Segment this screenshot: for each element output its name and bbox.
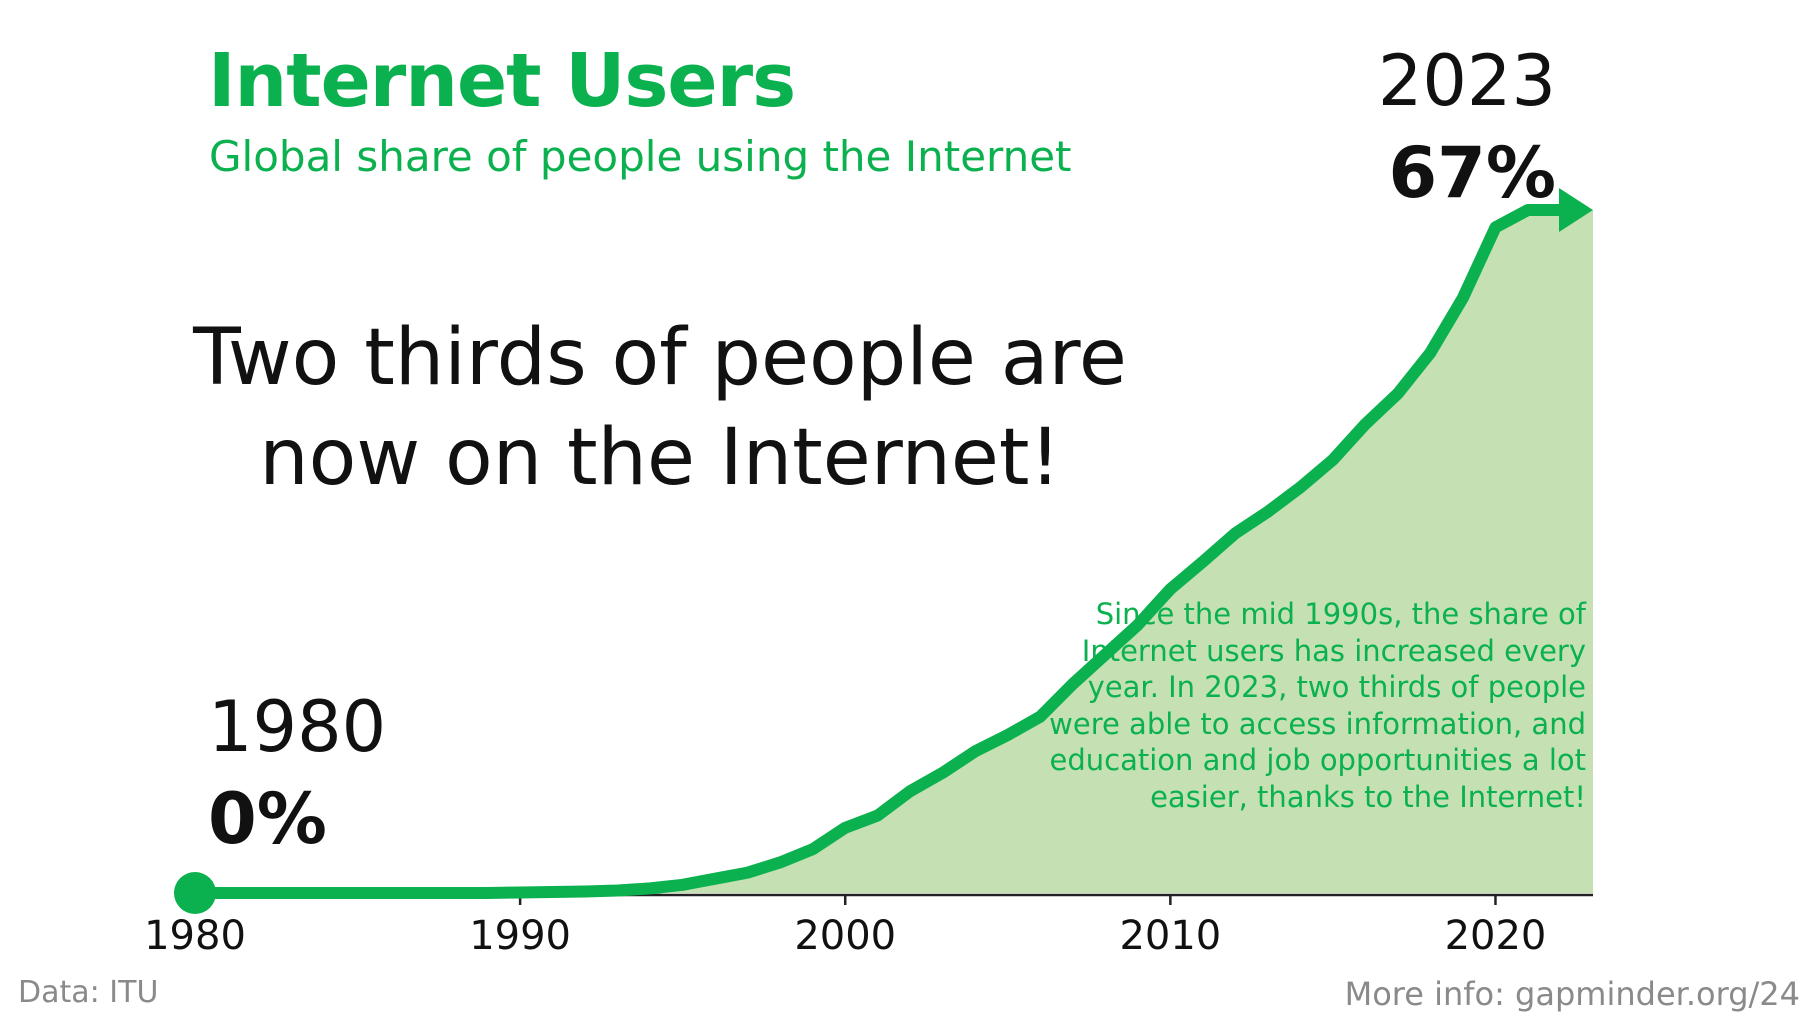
x-tick-label-1980: 1980 [144,913,246,959]
annotation-text: Since the mid 1990s, the share of Intern… [1049,597,1586,814]
end-year-label: 2023 [1377,40,1556,122]
chart-title: Internet Users [208,38,796,124]
more-info-link[interactable]: More info: gapminder.org/24 [1344,975,1800,1013]
x-tick-label-2020: 2020 [1445,913,1547,959]
start-value-label: 0% [208,778,327,860]
start-year-label: 1980 [208,686,387,768]
x-tick-label-2010: 2010 [1119,913,1221,959]
chart-subtitle: Global share of people using the Interne… [209,132,1072,181]
area-fill [195,210,1593,893]
end-value-label: 67% [1388,132,1556,214]
series-line [189,204,1576,899]
headline: Two thirds of people are now on the Inte… [193,313,1127,503]
x-tick-label-2000: 2000 [794,913,896,959]
start-point [174,872,216,914]
x-tick-label-1990: 1990 [469,913,571,959]
data-source: Data: ITU [18,975,159,1010]
end-arrowhead [1559,188,1593,232]
